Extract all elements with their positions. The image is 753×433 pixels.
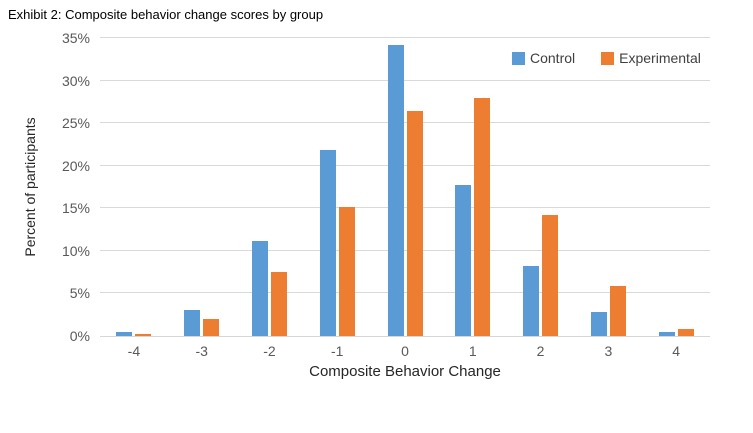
bar-experimental-3 — [609, 285, 626, 336]
y-tick-label: 30% — [61, 72, 90, 89]
bar-control-1 — [455, 185, 472, 336]
x-tick-label: 1 — [468, 343, 477, 359]
gridline — [100, 249, 710, 251]
bar-experimental--3 — [203, 318, 220, 336]
gridline — [100, 207, 710, 209]
bar-group--1 — [303, 38, 371, 336]
legend-item-experimental: Experimental — [601, 50, 701, 66]
bar-control-2 — [523, 266, 540, 336]
bar-group-2 — [507, 38, 575, 336]
bar-control--2 — [251, 240, 268, 336]
gridline — [100, 164, 710, 166]
x-tick-label: -3 — [195, 343, 208, 359]
legend-label: Experimental — [619, 50, 701, 66]
y-tick-label: 15% — [61, 200, 90, 217]
gridline — [100, 292, 710, 294]
chart-title: Exhibit 2: Composite behavior change sco… — [8, 7, 324, 22]
bar-experimental--1 — [338, 206, 355, 336]
bar-control-0 — [387, 44, 404, 336]
bar-group--3 — [168, 38, 236, 336]
legend-swatch-control — [512, 51, 525, 65]
plot-area — [100, 37, 710, 337]
gridline — [100, 122, 710, 124]
y-tick-label: 25% — [61, 115, 90, 132]
legend-label: Control — [530, 50, 576, 66]
bar-group-0 — [371, 38, 439, 336]
bar-experimental-1 — [474, 97, 491, 336]
x-tick-label: -1 — [331, 343, 344, 359]
bar-control--3 — [184, 310, 201, 336]
bar-control--1 — [319, 150, 336, 336]
bar-experimental--4 — [135, 334, 152, 336]
gridline — [100, 37, 710, 38]
bar-group-1 — [439, 38, 507, 336]
gridline — [100, 79, 710, 81]
bar-experimental--2 — [270, 272, 287, 336]
y-tick-label: 20% — [61, 157, 90, 174]
x-tick-label: 2 — [536, 343, 545, 359]
legend: Control Experimental — [512, 50, 701, 66]
bar-experimental-0 — [406, 111, 423, 336]
legend-item-control: Control — [512, 50, 575, 66]
legend-swatch-experimental — [601, 51, 615, 65]
y-tick-label: 35% — [61, 30, 90, 46]
bar-control--4 — [116, 331, 133, 336]
y-axis-title: Percent of participants — [22, 117, 38, 257]
bar-control-3 — [590, 312, 607, 336]
bar-group-3 — [574, 38, 642, 336]
bar-control-4 — [658, 331, 675, 336]
bar-experimental-4 — [677, 329, 694, 336]
y-tick-label: 10% — [61, 242, 90, 259]
y-tick-label: 0% — [69, 328, 90, 344]
x-tick-label: 0 — [401, 343, 409, 359]
bar-group--4 — [100, 38, 168, 336]
x-tick-label: 3 — [604, 343, 613, 359]
x-tick-label: -2 — [263, 343, 276, 359]
bar-experimental-2 — [542, 215, 559, 336]
bar-group--2 — [236, 38, 304, 336]
x-axis-tick-labels: -4 -3 -2 -1 0 1 2 3 4 — [100, 343, 710, 359]
x-tick-label: 4 — [672, 343, 681, 359]
x-axis-title: Composite Behavior Change — [309, 363, 501, 380]
bar-groups — [100, 38, 710, 336]
bar-group-4 — [642, 38, 710, 336]
x-tick-label: -4 — [127, 343, 141, 359]
y-tick-label: 5% — [69, 285, 90, 302]
